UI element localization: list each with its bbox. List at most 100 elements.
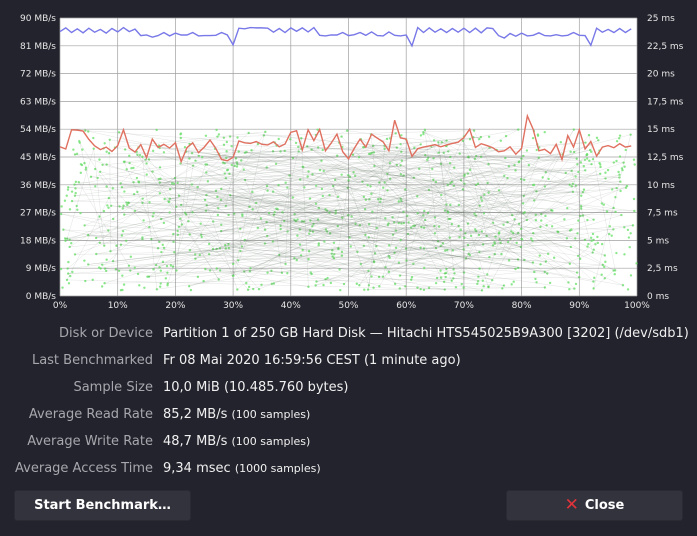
access-point — [141, 201, 144, 205]
access-point — [482, 212, 486, 215]
access-seek-line — [185, 144, 225, 152]
access-point — [574, 175, 577, 178]
access-point — [98, 215, 101, 218]
access-seek-line — [189, 131, 266, 251]
access-seek-line — [79, 142, 105, 246]
access-point — [474, 154, 478, 158]
access-seek-line — [65, 174, 349, 241]
access-point — [120, 185, 124, 189]
access-seek-line — [359, 270, 369, 286]
access-point — [626, 228, 630, 232]
access-point — [136, 272, 140, 276]
access-point — [572, 150, 576, 154]
access-point — [286, 230, 289, 233]
access-point — [433, 216, 437, 219]
access-point — [603, 277, 606, 280]
access-point — [223, 172, 226, 175]
access-point — [540, 212, 543, 216]
write-rate-value: 48,7 MB/s (100 samples) — [163, 434, 310, 449]
access-point — [132, 192, 136, 196]
access-point — [317, 243, 320, 247]
access-point — [453, 166, 456, 169]
access-seek-line — [280, 138, 302, 226]
access-point — [576, 254, 580, 258]
access-seek-line — [248, 210, 553, 290]
close-button[interactable]: ✕ Close — [506, 490, 683, 521]
access-seek-line — [206, 179, 434, 206]
access-point — [449, 203, 452, 207]
access-seek-line — [315, 207, 614, 286]
access-point — [168, 188, 172, 191]
x-tick-label: 60% — [396, 301, 416, 310]
left-tick-label: 90 MB/s — [20, 14, 56, 24]
access-point — [223, 162, 226, 165]
access-point — [176, 229, 179, 233]
access-point — [487, 285, 490, 288]
access-point — [370, 151, 374, 155]
access-point — [132, 180, 135, 184]
access-point — [138, 284, 141, 287]
access-point — [175, 269, 178, 272]
access-point — [420, 225, 423, 229]
access-point — [603, 254, 607, 257]
access-point — [466, 172, 470, 175]
info-row-write-rate: Average Write Rate 48,7 MB/s (100 sample… — [0, 432, 697, 459]
access-point — [378, 285, 381, 288]
info-row-last-benchmarked: Last Benchmarked Fr 08 Mai 2020 16:59:56… — [0, 351, 697, 378]
access-point — [143, 286, 146, 289]
access-point — [546, 272, 549, 275]
access-seek-line — [392, 189, 464, 235]
access-seek-line — [387, 173, 448, 186]
access-point — [158, 166, 162, 169]
access-seek-line — [440, 230, 477, 247]
access-point — [615, 186, 618, 190]
access-point — [437, 141, 440, 144]
access-point — [326, 276, 329, 280]
access-seek-line — [206, 205, 238, 290]
access-point — [288, 174, 291, 177]
access-point — [603, 265, 606, 269]
access-point — [247, 131, 250, 135]
access-seek-line — [88, 234, 480, 269]
access-point — [444, 249, 447, 252]
access-point — [107, 196, 111, 200]
access-point — [436, 240, 440, 243]
access-point — [443, 209, 447, 212]
access-point — [402, 210, 405, 214]
access-seek-line — [169, 151, 449, 199]
access-point — [579, 161, 583, 164]
access-seek-line — [188, 220, 614, 230]
access-seek-line — [368, 148, 385, 286]
access-point — [516, 266, 520, 270]
access-point — [215, 247, 218, 251]
access-point — [60, 205, 63, 208]
access-seek-line — [316, 225, 633, 282]
access-point — [321, 194, 325, 198]
access-point — [103, 267, 107, 270]
access-point — [345, 129, 349, 132]
x-tick-label: 80% — [512, 301, 532, 310]
access-seek-line — [423, 131, 594, 220]
access-point — [523, 178, 526, 182]
access-point — [377, 198, 380, 201]
access-seek-line — [96, 210, 336, 239]
access-seek-line — [279, 254, 479, 282]
access-point — [570, 169, 573, 173]
access-point — [127, 264, 131, 267]
access-point — [624, 148, 627, 152]
access-point — [307, 285, 310, 288]
start-benchmark-button[interactable]: Start Benchmark… — [14, 490, 191, 521]
access-seek-line — [174, 177, 534, 186]
access-point — [271, 150, 275, 153]
access-point — [407, 221, 410, 224]
access-point — [402, 174, 405, 177]
access-point — [294, 141, 298, 145]
access-seek-line — [446, 232, 519, 270]
access-point — [410, 226, 413, 229]
access-point — [574, 184, 578, 187]
access-point — [264, 130, 267, 134]
access-point — [618, 173, 621, 176]
access-seek-line — [399, 225, 459, 276]
access-point — [461, 188, 465, 191]
access-seek-line — [186, 214, 466, 234]
